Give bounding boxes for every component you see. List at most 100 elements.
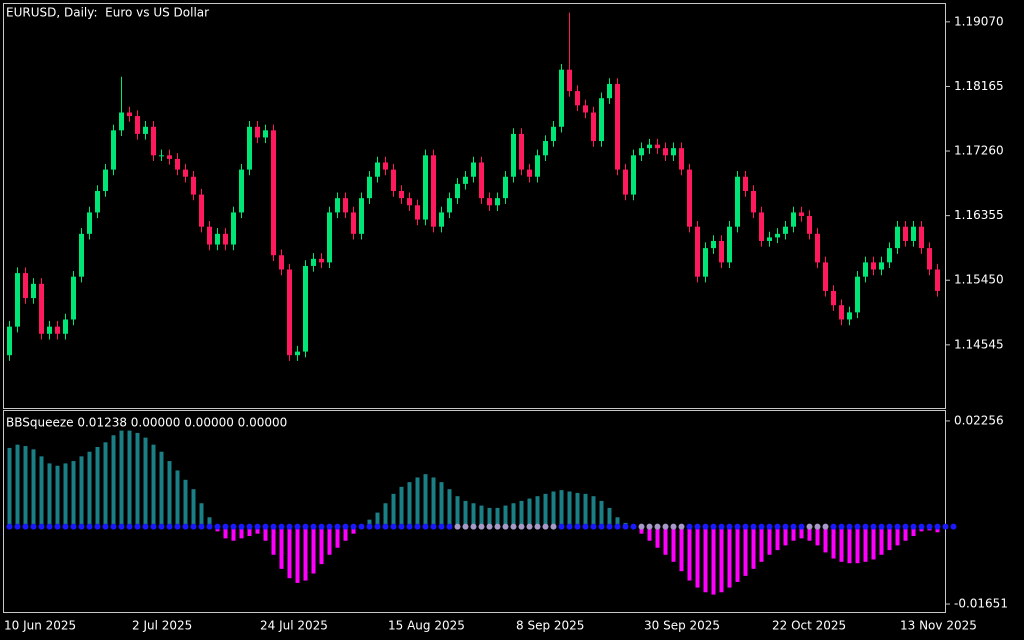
squeeze-dot	[710, 523, 717, 530]
candle-body	[175, 158, 180, 170]
candle-body	[151, 126, 156, 156]
histogram-bar	[647, 526, 652, 541]
squeeze-dot	[822, 523, 829, 530]
candle-body	[391, 169, 396, 192]
candle-body	[679, 148, 684, 170]
histogram-bar	[767, 526, 772, 555]
candle-body	[207, 226, 212, 245]
histogram-bar	[383, 503, 388, 527]
histogram-bar	[159, 451, 164, 527]
squeeze-dot	[22, 523, 29, 530]
histogram-bar	[7, 447, 12, 527]
squeeze-dot	[870, 523, 877, 530]
squeeze-dot	[742, 523, 749, 530]
squeeze-dot	[382, 523, 389, 530]
squeeze-dot	[510, 523, 517, 530]
candle-body	[903, 226, 908, 241]
squeeze-dot	[494, 523, 501, 530]
candle-body	[919, 226, 924, 249]
histogram-bar	[103, 442, 108, 527]
squeeze-dot	[102, 523, 109, 530]
squeeze-dot	[86, 523, 93, 530]
squeeze-dot	[294, 523, 301, 530]
squeeze-dot	[478, 523, 485, 530]
y-tick-label: 1.15450	[954, 273, 1004, 287]
candle-body	[823, 262, 828, 291]
candle-body	[767, 237, 772, 241]
histogram-bar	[847, 526, 852, 564]
squeeze-dot	[318, 523, 325, 530]
squeeze-dot	[550, 523, 557, 530]
histogram-bar	[423, 474, 428, 527]
candle-body	[735, 176, 740, 227]
histogram-bar	[511, 503, 516, 527]
squeeze-dot	[830, 523, 837, 530]
squeeze-dot	[534, 523, 541, 530]
candle-body	[167, 155, 172, 159]
squeeze-dot	[854, 523, 861, 530]
candle-body	[583, 105, 588, 113]
squeeze-dot	[558, 523, 565, 530]
squeeze-dot	[30, 523, 37, 530]
squeeze-dot	[678, 523, 685, 530]
histogram-bar	[255, 526, 260, 534]
candle-body	[727, 226, 732, 263]
squeeze-dot	[214, 523, 221, 530]
squeeze-dot	[526, 523, 533, 530]
squeeze-dot	[14, 523, 21, 530]
histogram-bar	[559, 490, 564, 527]
candle-body	[383, 162, 388, 170]
histogram-bar	[47, 463, 52, 527]
histogram-bar	[447, 489, 452, 527]
x-tick-label: 8 Sep 2025	[516, 619, 584, 633]
candle-body	[575, 91, 580, 106]
squeeze-dot	[454, 523, 461, 530]
candle-body	[911, 226, 916, 241]
candle-body	[775, 233, 780, 238]
histogram-bar	[839, 526, 844, 562]
histogram-bar	[535, 496, 540, 527]
squeeze-dot	[174, 523, 181, 530]
candle-body	[231, 212, 236, 245]
x-tick-label: 10 Jun 2025	[4, 619, 76, 633]
candle-body	[311, 258, 316, 266]
y-tick-label: 1.16355	[954, 208, 1004, 222]
candle-body	[759, 212, 764, 241]
histogram-bar	[567, 491, 572, 527]
chart-title: EURUSD, Daily: Euro vs US Dollar	[6, 6, 209, 20]
candle-body	[495, 198, 500, 206]
candle-body	[431, 155, 436, 227]
candle-body	[639, 148, 644, 156]
candle-body	[935, 269, 940, 291]
squeeze-dot	[542, 523, 549, 530]
histogram-bar	[415, 477, 420, 527]
histogram-bar	[279, 526, 284, 569]
squeeze-dot	[486, 523, 493, 530]
candle-body	[447, 198, 452, 213]
histogram-bar	[695, 526, 700, 588]
squeeze-dot	[246, 523, 253, 530]
squeeze-dot	[646, 523, 653, 530]
histogram-bar	[679, 526, 684, 572]
histogram-bar	[79, 456, 84, 527]
indicator-panel-frame	[3, 410, 946, 613]
histogram-bar	[311, 526, 316, 574]
histogram-bar	[911, 526, 916, 537]
squeeze-dot	[446, 523, 453, 530]
histogram-bar	[791, 526, 796, 541]
candle-body	[711, 240, 716, 249]
histogram-bar	[71, 461, 76, 527]
squeeze-dot	[934, 523, 941, 530]
squeeze-dot	[78, 523, 85, 530]
candle-body	[687, 169, 692, 227]
candle-body	[111, 130, 116, 170]
candle-body	[695, 226, 700, 277]
squeeze-dot	[782, 523, 789, 530]
candle-body	[455, 183, 460, 199]
candle-body	[15, 273, 20, 327]
candle-body	[543, 141, 548, 156]
candle-body	[159, 155, 164, 157]
candle-body	[807, 215, 812, 234]
squeeze-dot	[590, 523, 597, 530]
